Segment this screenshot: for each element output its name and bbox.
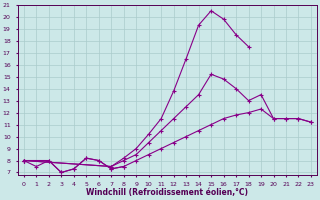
X-axis label: Windchill (Refroidissement éolien,°C): Windchill (Refroidissement éolien,°C) (86, 188, 248, 197)
